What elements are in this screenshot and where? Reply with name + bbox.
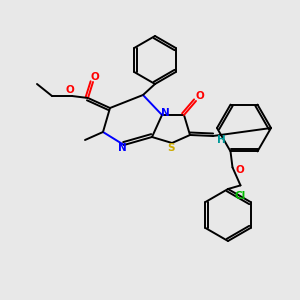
Text: O: O: [235, 165, 244, 176]
Text: S: S: [167, 143, 175, 153]
Text: N: N: [118, 143, 126, 153]
Text: O: O: [196, 91, 204, 101]
Text: O: O: [66, 85, 74, 95]
Text: H: H: [217, 135, 225, 145]
Text: N: N: [160, 108, 169, 118]
Text: Cl: Cl: [235, 191, 246, 201]
Text: O: O: [91, 72, 99, 82]
